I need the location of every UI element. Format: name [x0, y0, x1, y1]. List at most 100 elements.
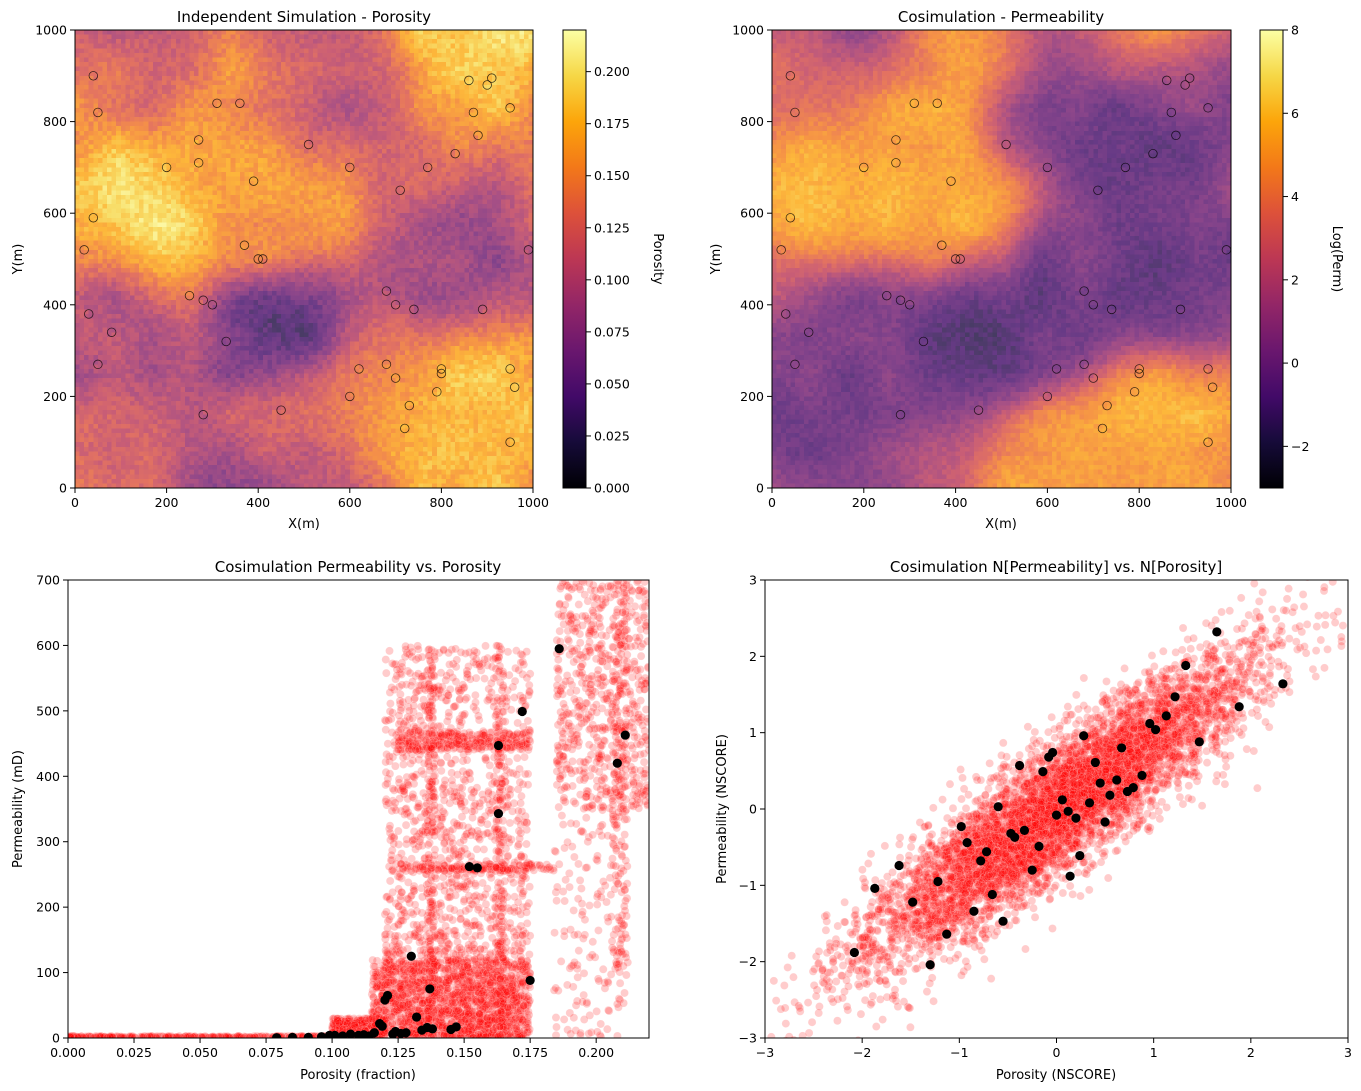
simulated-point	[382, 750, 391, 759]
simulated-point	[190, 1032, 199, 1038]
simulated-point	[517, 791, 526, 801]
simulated-point	[118, 1032, 127, 1038]
permeability-colorbar-tick-label: 0	[1291, 356, 1299, 371]
simulated-point	[474, 903, 484, 912]
simulated-point	[343, 1019, 352, 1028]
permeability-map-xlabel: X(m)	[985, 517, 1017, 532]
simulated-point	[524, 992, 533, 1001]
simulated-point	[261, 1032, 270, 1038]
simulated-point	[366, 1014, 375, 1024]
porosity-map-y-tick-label: 400	[43, 297, 67, 312]
well-marker	[381, 286, 392, 296]
simulated-point	[189, 1032, 199, 1038]
simulated-point	[466, 1022, 475, 1031]
simulated-point	[521, 866, 530, 876]
simulated-point	[217, 1033, 226, 1038]
simulated-point	[584, 688, 594, 697]
simulated-point	[125, 1032, 135, 1038]
simulated-point	[207, 1032, 217, 1038]
permeability-map-panel: Cosimulation - Permeability 0 200 400 600 80…	[709, 8, 1344, 532]
well-marker	[450, 148, 460, 159]
simulated-point	[463, 745, 473, 755]
simulated-point	[199, 1032, 209, 1038]
simulated-point	[255, 1032, 264, 1038]
simulated-point	[361, 1018, 370, 1028]
simulated-point	[128, 1031, 137, 1038]
simulated-point	[381, 655, 391, 664]
permeability-map-x-tick-label: 400	[944, 495, 968, 510]
simulated-point	[355, 1022, 365, 1032]
simulated-point	[514, 840, 524, 849]
simulated-point	[443, 716, 452, 726]
simulated-point	[559, 619, 568, 629]
simulated-point	[437, 744, 446, 753]
simulated-point	[565, 765, 575, 775]
simulated-point	[410, 900, 420, 909]
simulated-point	[221, 1032, 230, 1038]
simulated-point	[553, 720, 563, 730]
simulated-point	[153, 1032, 162, 1038]
simulated-point	[592, 708, 601, 717]
simulated-point	[519, 887, 528, 896]
permeability-colorbar	[1259, 29, 1284, 489]
porosity-colorbar-tick-label: 0.200	[594, 64, 630, 79]
simulated-point	[476, 815, 486, 824]
permeability-map-frame	[771, 29, 1232, 489]
well-marker	[804, 327, 814, 337]
simulated-point	[230, 1033, 239, 1038]
simulated-point	[600, 774, 609, 783]
simulated-point	[127, 1032, 136, 1038]
simulated-point	[470, 944, 479, 953]
simulated-point	[446, 787, 455, 796]
simulated-point	[439, 783, 448, 792]
simulated-point	[174, 1033, 183, 1038]
simulated-point	[640, 580, 649, 587]
simulated-point	[579, 757, 589, 767]
well-marker	[1079, 286, 1089, 296]
simulated-point	[210, 1033, 219, 1038]
well-marker	[955, 254, 965, 264]
simulated-point	[599, 695, 609, 704]
well-marker	[161, 162, 172, 173]
simulated-point	[522, 839, 531, 849]
simulated-point	[514, 806, 523, 816]
permeability-map-y-tick-label: 200	[740, 389, 764, 404]
permeability-map-y-tick-label: 800	[740, 114, 764, 129]
simulated-point	[385, 707, 395, 716]
simulated-point	[393, 931, 402, 941]
well-marker	[1129, 387, 1140, 397]
simulated-point	[408, 756, 418, 765]
simulated-point	[340, 1017, 350, 1026]
well-marker	[937, 240, 947, 250]
simulated-point	[474, 1030, 483, 1038]
simulated-point	[387, 832, 397, 842]
simulated-point	[125, 1032, 134, 1038]
well-marker	[1088, 300, 1099, 310]
simulated-point	[262, 1033, 272, 1038]
simulated-point	[449, 949, 458, 958]
simulated-point	[69, 1031, 79, 1038]
simulated-point	[95, 1032, 105, 1038]
perm-vs-porosity-simulated-points	[68, 580, 649, 1038]
porosity-colorbar-tick-label: 0.125	[594, 220, 630, 235]
simulated-point	[214, 1033, 224, 1038]
simulated-point	[525, 688, 534, 697]
permeability-colorbar-tick-label: −2	[1291, 439, 1309, 454]
simulated-point	[557, 811, 567, 820]
simulated-point	[552, 663, 562, 673]
simulated-point	[475, 835, 485, 844]
simulated-point	[107, 1031, 116, 1038]
simulated-point	[409, 772, 418, 781]
simulated-point	[512, 1022, 521, 1032]
well-marker	[390, 300, 401, 310]
simulated-point	[141, 1032, 150, 1038]
simulated-point	[164, 1031, 173, 1038]
simulated-point	[566, 644, 576, 653]
simulated-point	[584, 631, 594, 640]
simulated-point	[68, 1033, 75, 1038]
simulated-point	[146, 1032, 155, 1038]
simulated-point	[184, 1031, 194, 1038]
simulated-point	[558, 751, 568, 761]
simulated-point	[520, 752, 529, 762]
simulated-point	[137, 1032, 147, 1038]
